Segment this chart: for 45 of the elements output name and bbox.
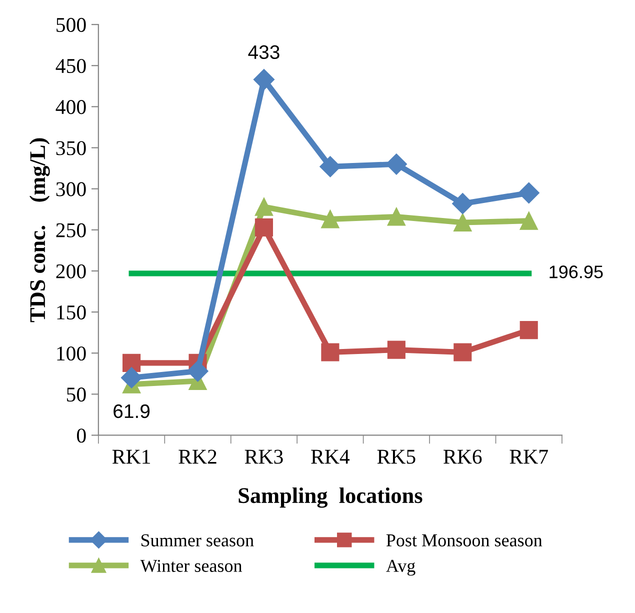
x-tick-label: RK2 [178, 450, 216, 464]
y-tick-label: 400 [56, 100, 86, 114]
point [454, 343, 472, 362]
y-tick-label: 350 [56, 141, 86, 156]
point [254, 218, 274, 236]
x-tick-label: RK1 [112, 450, 150, 464]
y-tick-label: 150 [57, 305, 86, 320]
point [386, 154, 407, 175]
x-tick-label: RK6 [444, 450, 482, 464]
point [454, 213, 472, 232]
point [518, 182, 540, 204]
x-tick-label: RK5 [377, 450, 416, 464]
point [253, 69, 274, 90]
y-tick-label: 250 [56, 223, 86, 238]
point [122, 354, 141, 372]
data-label: 433 [248, 45, 280, 60]
point [321, 210, 340, 228]
data-label: 61.9 [114, 404, 150, 418]
point [254, 198, 274, 216]
y-tick-label: 450 [56, 58, 86, 74]
y-tick-label: 300 [56, 182, 86, 196]
legend-label: Winter season [140, 560, 242, 572]
y-tick-label: 100 [57, 346, 86, 361]
y-tick-label: 50 [66, 388, 86, 402]
point [452, 193, 474, 214]
point [387, 208, 406, 226]
legend-label: Post Monsoon season [386, 534, 542, 546]
x-tick-label: RK3 [244, 450, 283, 464]
point [520, 321, 538, 340]
point [321, 343, 340, 362]
x-axis-title: Sampling locations [238, 487, 422, 508]
y-tick-label: 200 [56, 264, 86, 278]
point [520, 212, 538, 230]
y-axis-title: TDS conc. (mg/L) [29, 138, 50, 322]
point [387, 340, 406, 359]
y-tick-label: 0 [76, 428, 86, 443]
legend-label: Avg [386, 560, 416, 576]
point [121, 367, 142, 388]
x-tick-label: RK7 [510, 450, 548, 464]
data-label: 196.95 [550, 266, 603, 278]
x-tick-label: RK4 [311, 450, 350, 464]
y-tick-label: 500 [56, 18, 86, 32]
legend-label: Summer season [141, 534, 254, 546]
point [320, 156, 341, 178]
point [187, 360, 208, 382]
